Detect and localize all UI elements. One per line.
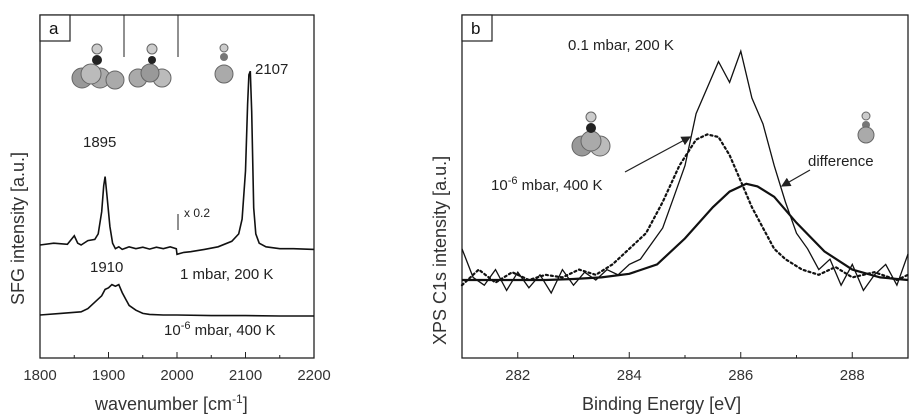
series-label-1e-6mbar: 10-6 mbar, 400 K [164,320,276,339]
panel-a-xtick-label: 2100 [229,367,262,384]
panel-b-xtick-label: 284 [617,367,642,384]
panel-b-ylabel: XPS C1s intensity [a.u.] [430,156,450,345]
panel-a-xtick-label: 2200 [297,367,330,384]
panel-a-xtick-label: 2000 [160,367,193,384]
peak-label-2107: 2107 [255,61,288,78]
co-hollow-site-icon [128,43,172,88]
peak-label-1895: 1895 [83,134,116,151]
panel-b-series-line-1 [460,133,909,287]
series-label-1mbar: 1 mbar, 200 K [180,266,273,283]
panel-a-series [39,70,315,317]
scale-marker: x 0.2 [184,206,210,220]
panel-a-ylabel: SFG intensity [a.u.] [8,152,28,305]
panel-b-ticks: 282 284 286 288 [505,352,865,384]
panel-b-xtick-label: 282 [505,367,530,384]
panel-a-label: a [49,19,59,38]
co-top-adsorbed-icon [857,111,875,144]
difference-label: difference [808,153,874,170]
panel-b-series-line-2 [462,182,909,282]
panel-b-xlabel: Binding Energy [eV] [582,394,741,414]
panel-b-label-box [461,14,493,42]
panel-a-series-line-1 [39,283,314,317]
arrow-to-1e-6 [624,136,692,173]
panel-a-xlabel: wavenumber [cm-1] [94,392,248,414]
panel-b-xtick-label: 288 [840,367,865,384]
panel-b-series-line-0 [461,48,909,295]
panel-b-xtick-label: 286 [728,367,753,384]
panel-b-label: b [471,19,480,38]
co-bridge-site-icon [71,43,125,90]
co-bridge-adsorbed-icon [571,111,611,157]
panel-a-label-box [39,14,71,42]
panel-a-xtick-label: 1900 [92,367,125,384]
peak-label-1910: 1910 [90,259,123,276]
arrow-to-difference [780,169,811,187]
panel-a-series-line-0 [39,70,315,256]
panel-b-series [460,48,909,295]
series-label-0-1mbar: 0.1 mbar, 200 K [568,37,674,54]
panel-a-xtick-label: 1800 [23,367,56,384]
series-label-1e-6mbar-b: 10-6 mbar, 400 K [491,175,603,194]
co-top-site-icon [214,43,234,84]
panel-a-ticks: 1800 1900 2000 2100 2200 [23,352,331,384]
